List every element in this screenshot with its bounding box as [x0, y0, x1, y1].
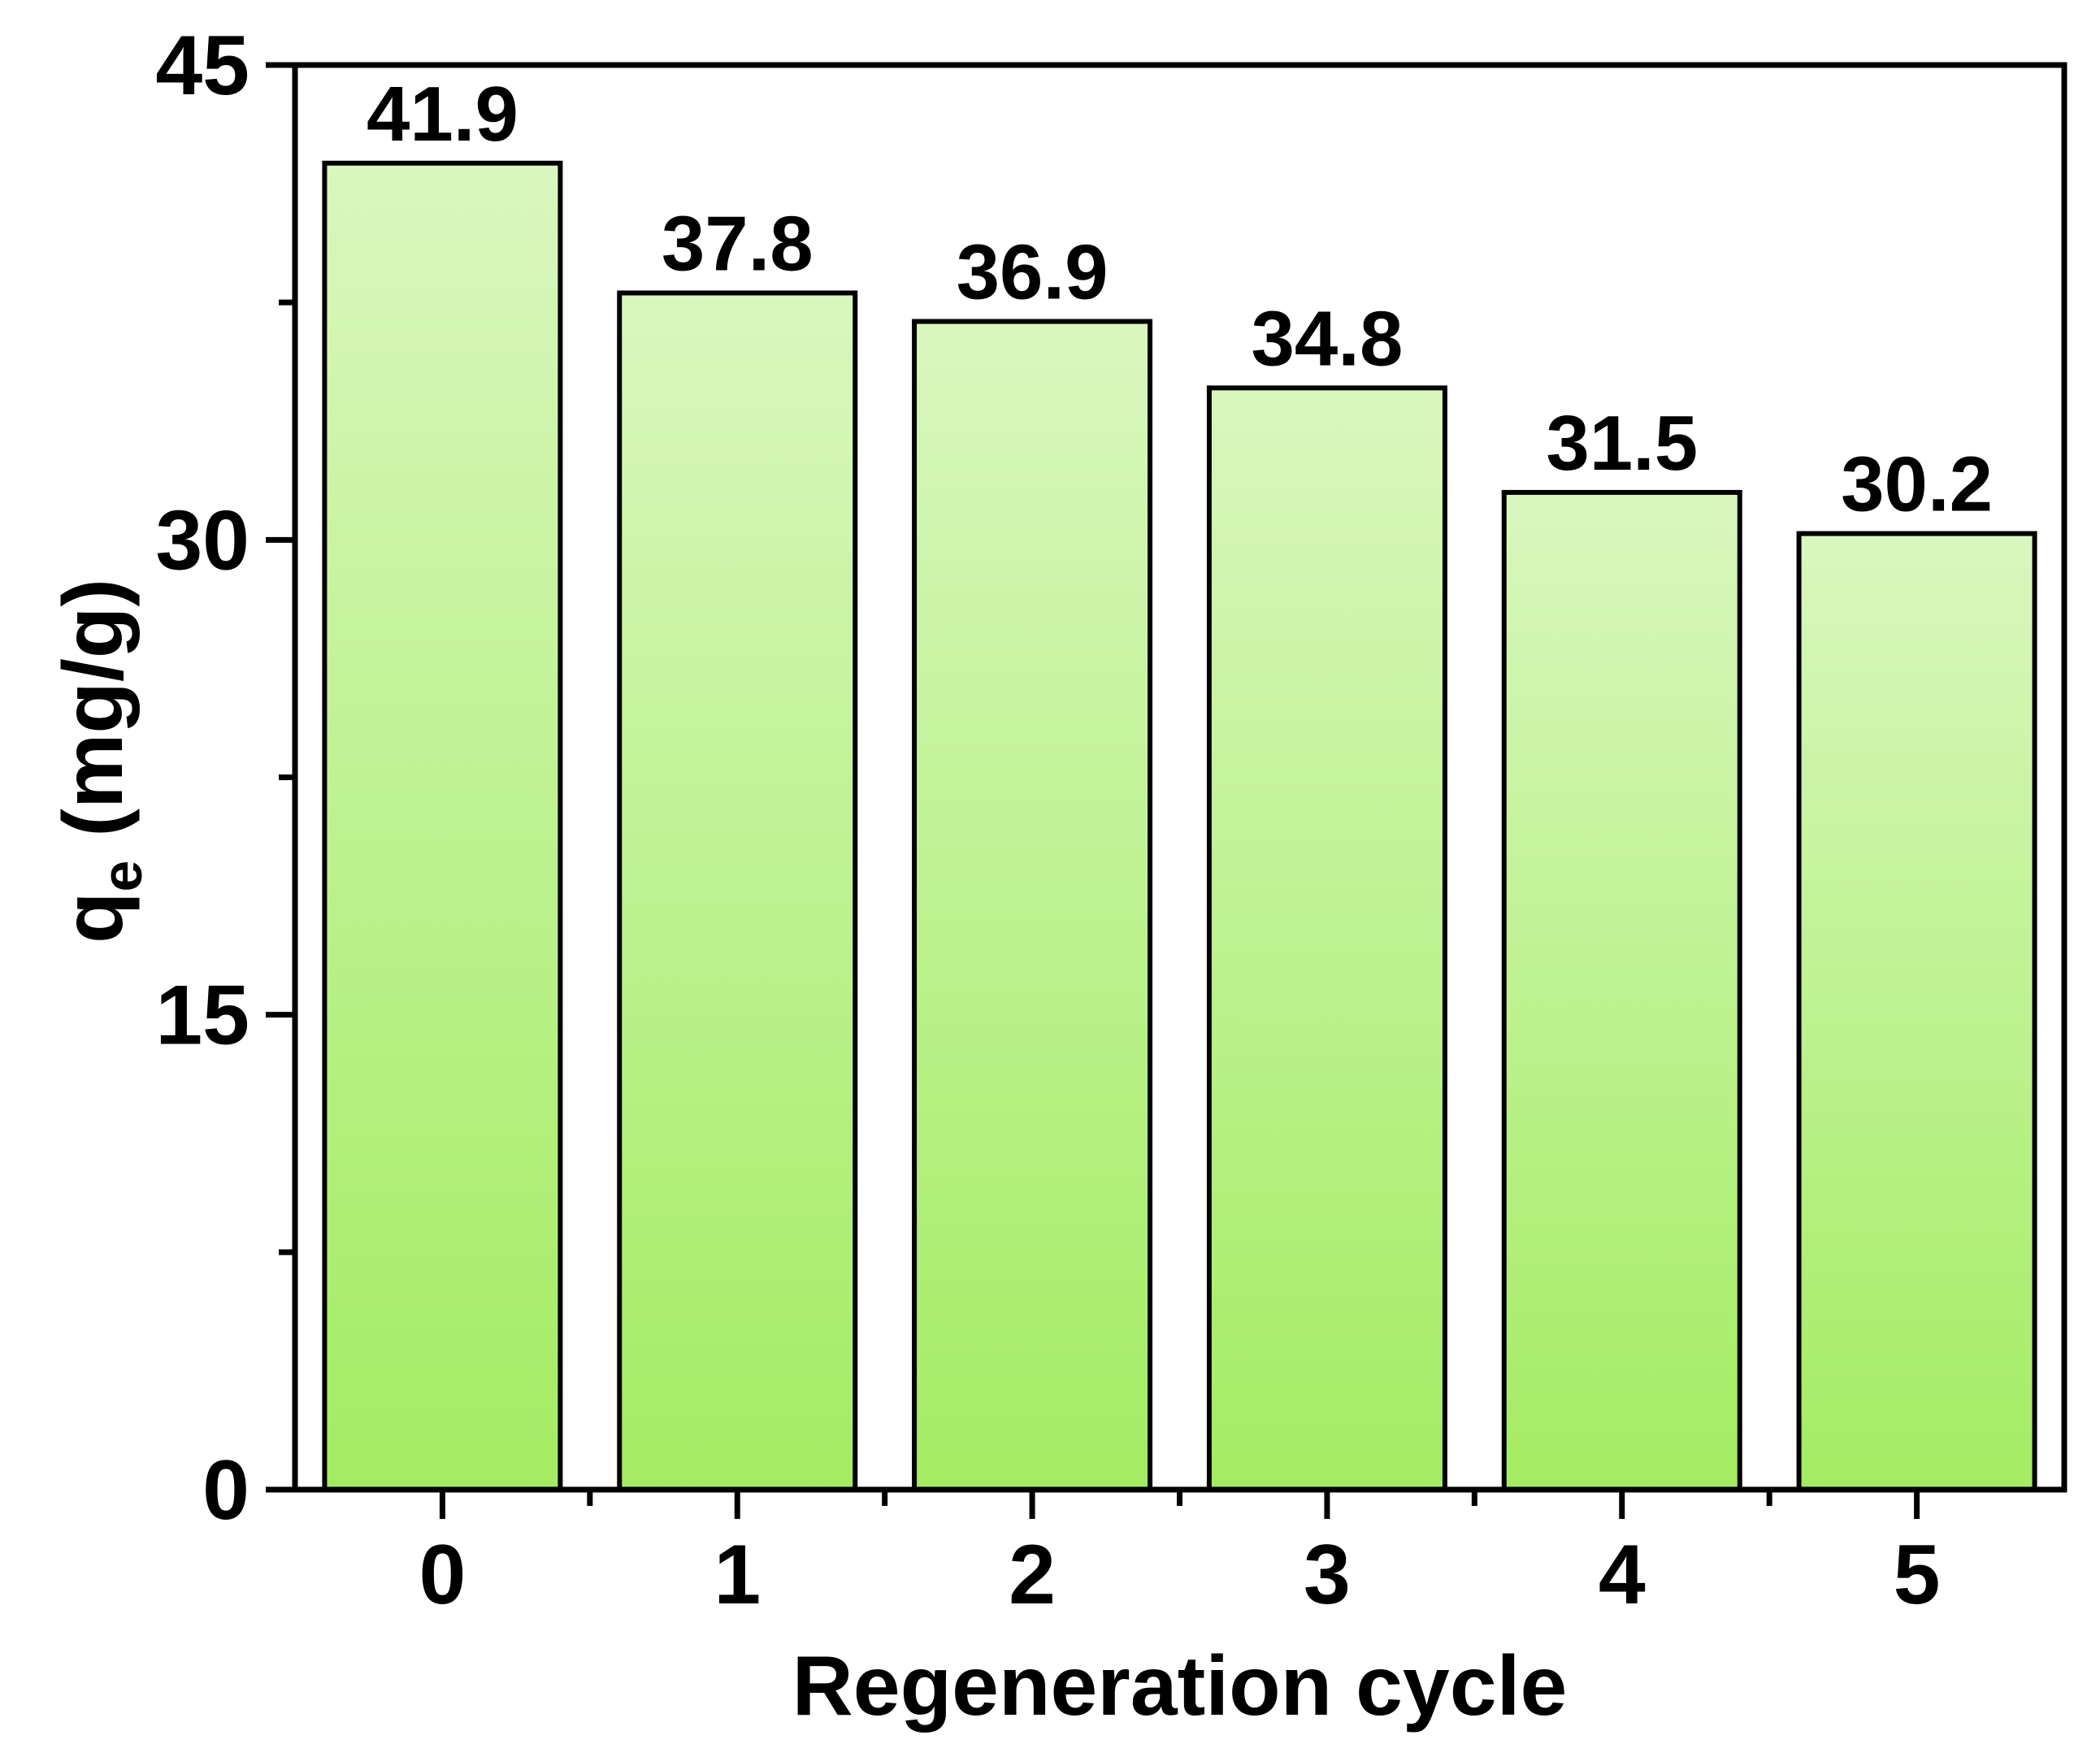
bar-cycle-0: [322, 160, 563, 1493]
x-tick-label: 4: [1599, 1528, 1646, 1622]
x-tick-label: 2: [1009, 1528, 1056, 1622]
y-axis-title-rest: (mg/g): [46, 579, 141, 861]
bar-cycle-4: [1501, 489, 1742, 1492]
y-axis-title-subscript: e: [90, 861, 154, 892]
x-tick-label: 5: [1894, 1528, 1941, 1622]
data-label-cycle-2: 36.9: [957, 229, 1109, 316]
x-tick-label: 0: [419, 1528, 466, 1622]
y-tick-label: 15: [155, 969, 249, 1063]
y-tick-label: 45: [155, 19, 249, 113]
data-label-cycle-4: 31.5: [1546, 400, 1698, 487]
data-label-cycle-1: 37.8: [662, 200, 814, 287]
x-axis-title: Regeneration cycle: [792, 1639, 1568, 1733]
bar-cycle-1: [617, 290, 858, 1493]
y-tick-label: 30: [155, 493, 249, 588]
axis-ticks: [266, 62, 1920, 1519]
bar-cycle-5: [1796, 531, 2037, 1492]
data-label-cycle-0: 41.9: [367, 71, 518, 158]
x-tick-label: 1: [714, 1528, 761, 1622]
y-axis-title: qe (mg/g): [46, 579, 154, 944]
data-label-cycle-3: 34.8: [1251, 295, 1403, 382]
bar-cycle-3: [1206, 385, 1447, 1492]
y-axis-title-base: q: [46, 892, 141, 944]
x-tick-label: 3: [1304, 1528, 1351, 1622]
y-tick-label: 0: [202, 1443, 249, 1538]
data-label-cycle-5: 30.2: [1841, 441, 1993, 528]
bars-layer: [322, 160, 2037, 1493]
bar-cycle-2: [912, 319, 1153, 1492]
